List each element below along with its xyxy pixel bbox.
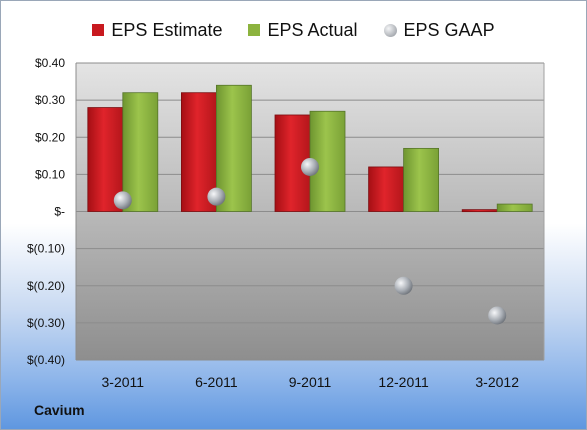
- x-tick-label: 9-2011: [289, 374, 332, 390]
- bar-eps-actual-3-2012: [496, 203, 533, 212]
- legend-item-eps-estimate: EPS Estimate: [92, 20, 222, 41]
- legend-item-eps-gaap: EPS GAAP: [383, 19, 495, 41]
- y-tick-label: $0.40: [35, 56, 65, 70]
- marker-eps-gaap-3-2011: [113, 191, 132, 210]
- x-tick-label: 3-2011: [102, 374, 145, 390]
- x-tick-label: 12-2011: [378, 374, 429, 390]
- marker-eps-gaap-3-2012: [488, 306, 507, 325]
- bar-eps-estimate-12-2011: [368, 166, 405, 212]
- legend-swatch-eps-estimate: [92, 24, 105, 36]
- legend-label-eps-actual: EPS Actual: [267, 19, 358, 40]
- y-tick-label: $-: [54, 205, 65, 219]
- x-tick-label: 6-2011: [195, 374, 238, 390]
- bar-eps-estimate-3-2012: [461, 209, 498, 213]
- company-name: Cavium: [34, 402, 85, 418]
- y-tick-label: $0.30: [35, 93, 65, 107]
- legend-item-eps-actual: EPS Actual: [248, 19, 358, 41]
- legend-label-eps-gaap: EPS GAAP: [403, 19, 495, 40]
- marker-eps-gaap-12-2011: [394, 276, 413, 295]
- y-tick-label: $(0.30): [27, 316, 65, 330]
- legend-swatch-eps-actual: [248, 24, 261, 36]
- bar-eps-actual-3-2011: [122, 92, 159, 212]
- y-tick-label: $(0.20): [27, 279, 65, 293]
- legend-label-eps-estimate: EPS Estimate: [111, 19, 223, 40]
- y-tick-label: $(0.10): [27, 242, 65, 256]
- legend-swatch-eps-gaap: [383, 23, 397, 37]
- x-tick-label: 3-2012: [475, 374, 519, 390]
- y-tick-label: $(0.40): [27, 353, 65, 367]
- marker-eps-gaap-6-2011: [207, 187, 226, 206]
- y-tick-label: $0.20: [35, 130, 65, 144]
- marker-eps-gaap-9-2011: [301, 157, 319, 176]
- legend: EPS Estimate EPS Actual EPS GAAP: [1, 15, 586, 45]
- y-tick-label: $0.10: [35, 167, 65, 181]
- bar-eps-actual-12-2011: [403, 147, 440, 212]
